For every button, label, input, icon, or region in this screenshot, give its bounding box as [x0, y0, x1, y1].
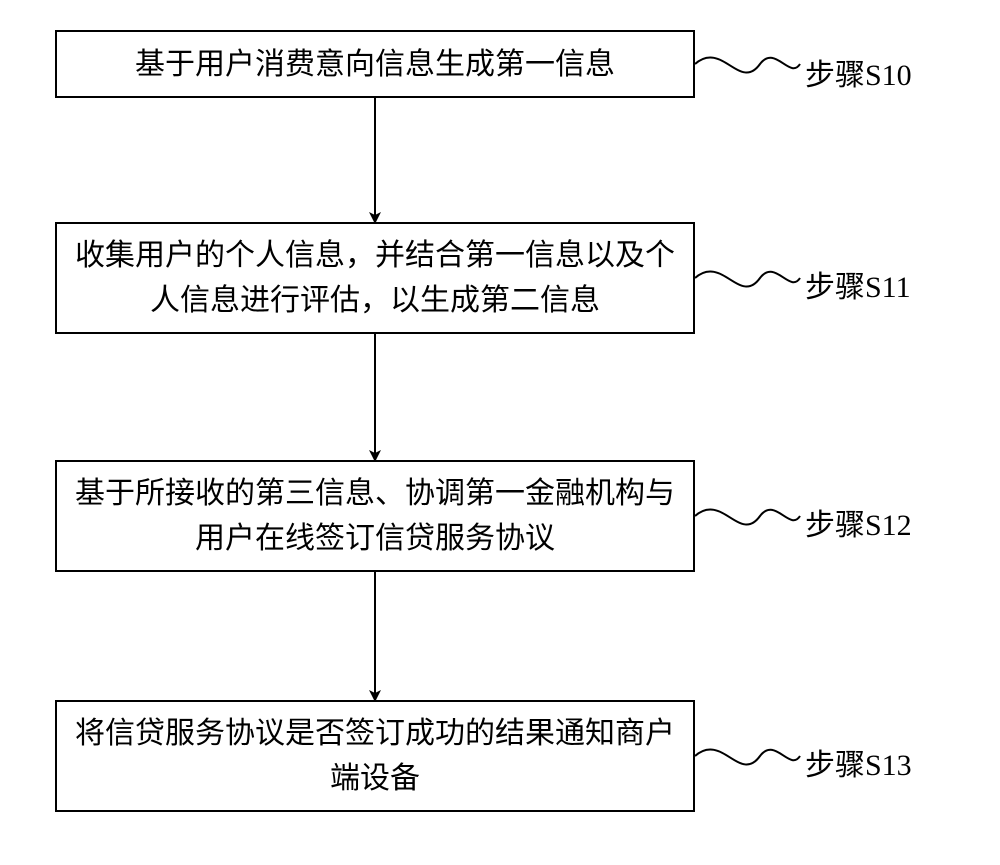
step-label-s10: 步骤S10	[805, 50, 912, 94]
flowchart-canvas: 基于用户消费意向信息生成第一信息 步骤S10 收集用户的个人信息，并结合第一信息…	[0, 0, 1000, 865]
step-text: 基于所接收的第三信息、协调第一金融机构与用户在线签订信贷服务协议	[69, 471, 681, 561]
step-label-s12: 步骤S12	[805, 500, 912, 544]
wave-s12	[695, 509, 800, 524]
wave-s11	[695, 271, 800, 286]
step-label-s13: 步骤S13	[805, 740, 912, 784]
wave-s10	[695, 57, 800, 72]
step-text: 将信贷服务协议是否签订成功的结果通知商户端设备	[69, 711, 681, 801]
step-box-s11: 收集用户的个人信息，并结合第一信息以及个人信息进行评估，以生成第二信息	[55, 222, 695, 334]
wave-s13	[695, 749, 800, 764]
step-text: 收集用户的个人信息，并结合第一信息以及个人信息进行评估，以生成第二信息	[69, 233, 681, 323]
step-box-s10: 基于用户消费意向信息生成第一信息	[55, 30, 695, 98]
step-box-s13: 将信贷服务协议是否签订成功的结果通知商户端设备	[55, 700, 695, 812]
step-text: 基于用户消费意向信息生成第一信息	[135, 42, 615, 87]
step-label-s11: 步骤S11	[805, 262, 911, 306]
step-box-s12: 基于所接收的第三信息、协调第一金融机构与用户在线签订信贷服务协议	[55, 460, 695, 572]
